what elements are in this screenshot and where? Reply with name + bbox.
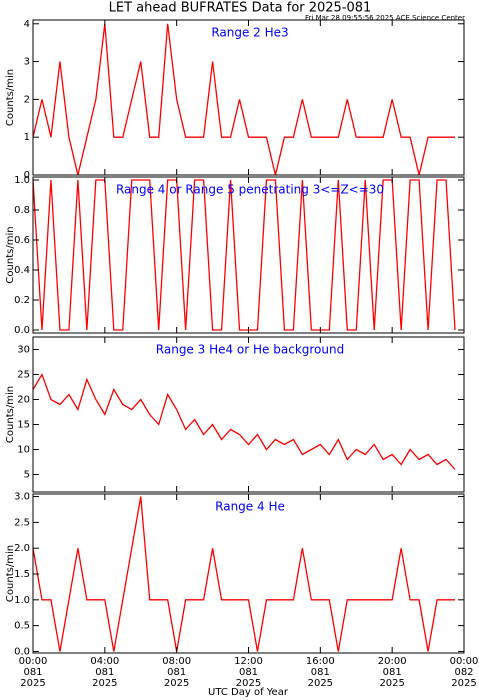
x-tick-day: 081 — [167, 667, 186, 678]
x-tick-year: 2025 — [164, 678, 189, 689]
y-tick-label: 3.0 — [14, 492, 30, 503]
x-tick-label: 04:00 — [90, 656, 119, 667]
y-tick-label: 0.4 — [14, 265, 30, 276]
y-tick-label: 1.0 — [14, 175, 30, 186]
x-tick-day: 081 — [239, 667, 258, 678]
y-tick-label: 10 — [17, 445, 30, 456]
annotation: Range 3 He4 or He background — [156, 343, 344, 357]
x-tick-day: 081 — [311, 667, 330, 678]
x-tick-day: 081 — [95, 667, 114, 678]
x-tick-year: 2025 — [20, 678, 45, 689]
y-tick-label: 25 — [17, 370, 30, 381]
x-tick-year: 2025 — [451, 678, 476, 689]
x-tick-label: 08:00 — [162, 656, 191, 667]
y-tick-label: 3 — [24, 57, 30, 68]
annotation: Range 4 or Range 5 penetrating 3<=Z<=30 — [116, 183, 384, 197]
data-line — [33, 179, 456, 331]
x-tick-label: 00:00 — [19, 656, 48, 667]
y-tick-label: 0.8 — [14, 205, 30, 216]
y-axis-label: Counts/min — [5, 545, 16, 602]
y-tick-label: 2.5 — [14, 517, 30, 528]
panel-frame — [32, 336, 465, 493]
chart-title: LET ahead BUFRATES Data for 2025-081 — [109, 1, 372, 16]
annotation: Range 2 He3 — [211, 26, 288, 40]
subtitle: Fri Mar 28 09:55:56 2025 ACE Science Cen… — [305, 14, 465, 22]
x-tick-label: 00:00 — [450, 656, 479, 667]
y-tick-label: 4 — [24, 19, 30, 30]
annotation: Range 4 He — [215, 500, 285, 514]
y-tick-label: 0 — [24, 170, 30, 181]
y-tick-label: 5 — [24, 470, 30, 481]
data-line — [33, 496, 456, 652]
y-tick-label: 0.0 — [14, 646, 30, 657]
panel-frame — [32, 493, 465, 654]
y-tick-label: 2.0 — [14, 543, 30, 554]
y-tick-label: 0.5 — [14, 621, 30, 632]
y-tick-label: 1.5 — [14, 569, 30, 580]
x-tick-year: 2025 — [236, 678, 261, 689]
y-tick-label: 1.0 — [14, 595, 30, 606]
y-tick-label: 15 — [17, 420, 30, 431]
y-tick-label: 0.2 — [14, 295, 30, 306]
x-axis-label: UTC Day of Year — [208, 687, 289, 698]
x-tick-label: 12:00 — [234, 656, 263, 667]
y-axis-label: Counts/min — [5, 386, 16, 443]
y-axis-label: Counts/min — [5, 69, 16, 126]
y-tick-label: 2 — [24, 94, 30, 105]
y-axis-label: Counts/min — [5, 226, 16, 283]
x-tick-day: 082 — [454, 667, 473, 678]
y-tick-label: 30 — [17, 345, 30, 356]
x-tick-year: 2025 — [92, 678, 117, 689]
x-tick-label: 16:00 — [306, 656, 335, 667]
x-tick-year: 2025 — [308, 678, 333, 689]
data-line — [33, 372, 456, 470]
data-line — [33, 23, 456, 175]
y-tick-label: 0.6 — [14, 235, 30, 246]
y-tick-label: 1 — [24, 132, 30, 143]
panel-frame — [32, 19, 465, 176]
x-tick-day: 081 — [23, 667, 42, 678]
y-tick-label: 0.0 — [14, 325, 30, 336]
x-tick-year: 2025 — [379, 678, 404, 689]
y-tick-label: 20 — [17, 395, 30, 406]
x-tick-day: 081 — [383, 667, 402, 678]
x-tick-label: 20:00 — [378, 656, 407, 667]
